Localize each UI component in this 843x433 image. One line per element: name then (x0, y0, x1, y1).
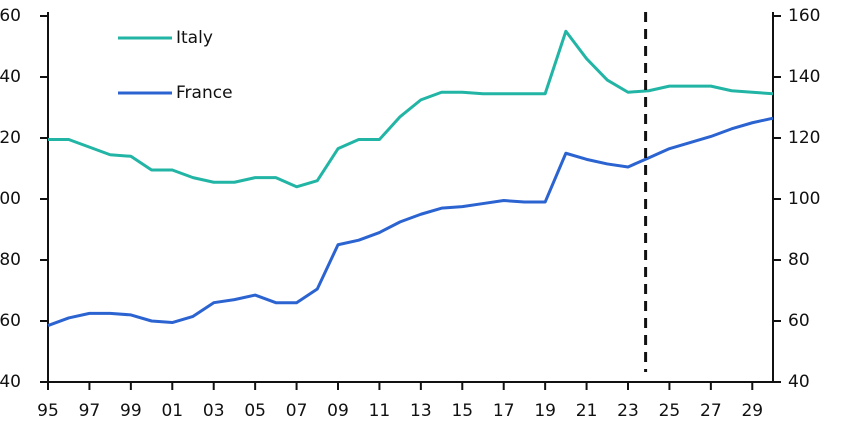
y-tick-label: 120 (0, 128, 21, 148)
x-tick-label: 03 (203, 401, 225, 421)
x-tick-label: 15 (451, 401, 473, 421)
x-tick-label: 21 (576, 401, 598, 421)
y-tick-label: 80 (0, 250, 21, 270)
y-tick-label: 160 (0, 6, 21, 26)
x-tick-label: 01 (161, 401, 183, 421)
y2-tick-label: 60 (788, 311, 810, 331)
y-tick-label: 40 (0, 372, 21, 392)
x-tick-label: 95 (37, 401, 59, 421)
x-tick-label: 27 (700, 401, 722, 421)
x-tick-label: 29 (741, 401, 763, 421)
y2-tick-label: 40 (788, 372, 810, 392)
x-tick-label: 11 (369, 401, 391, 421)
x-tick-label: 09 (327, 401, 349, 421)
x-tick-label: 97 (79, 401, 101, 421)
y2-tick-label: 120 (788, 128, 820, 148)
x-tick-label: 99 (120, 401, 142, 421)
y2-tick-label: 100 (788, 189, 820, 209)
y-tick-label: 60 (0, 311, 21, 331)
x-tick-label: 13 (410, 401, 432, 421)
y2-tick-label: 160 (788, 6, 820, 26)
y-tick-label: 100 (0, 189, 21, 209)
x-tick-label: 05 (244, 401, 266, 421)
x-tick-label: 23 (617, 401, 639, 421)
series-line (48, 29, 774, 189)
x-tick-label: 07 (286, 401, 308, 421)
legend-label: Italy (176, 28, 213, 48)
x-tick-label: 25 (659, 401, 681, 421)
y-tick-label: 140 (0, 67, 21, 87)
series-line (47, 116, 774, 327)
x-tick-label: 17 (493, 401, 515, 421)
y2-tick-label: 80 (788, 250, 810, 270)
y2-tick-label: 140 (788, 67, 820, 87)
legend-label: France (176, 83, 233, 103)
x-tick-label: 19 (534, 401, 556, 421)
